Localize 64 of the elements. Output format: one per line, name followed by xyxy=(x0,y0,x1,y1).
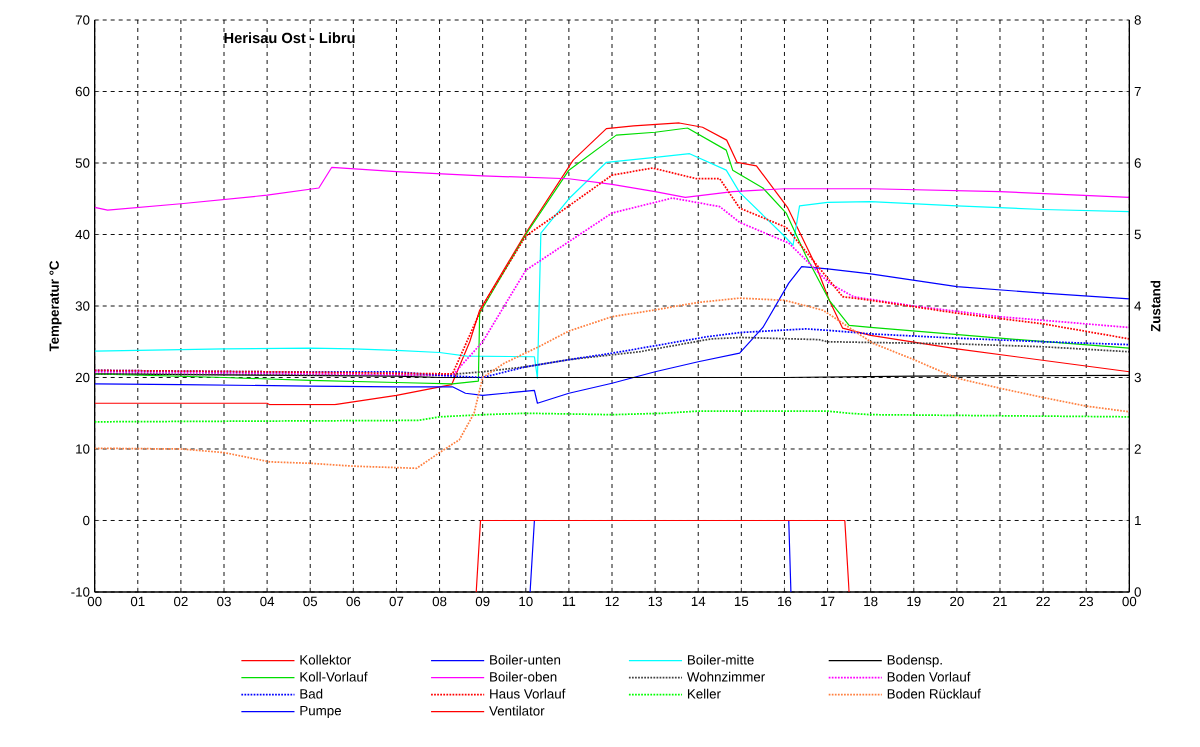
legend-label: Boiler-mitte xyxy=(687,654,754,665)
legend-label: Boiler-oben xyxy=(490,671,557,682)
x-tick-label: 03 xyxy=(217,596,231,607)
y2-tick-label: 4 xyxy=(1134,301,1142,311)
y2-tick-label: 3 xyxy=(1134,372,1141,383)
x-tick-label: 16 xyxy=(778,596,792,607)
y2-axis-title: Zustand xyxy=(1150,281,1161,332)
legend-label: Koll-Vorlauf xyxy=(300,671,368,682)
x-tick-label: 23 xyxy=(1079,596,1094,607)
legend-label: Keller xyxy=(687,688,721,699)
x-tick-label: 00 xyxy=(1122,596,1137,607)
y-tick-label: 10 xyxy=(76,444,90,454)
legend-label: Haus Vorlauf xyxy=(490,688,566,699)
y-tick-label: 40 xyxy=(75,229,90,240)
legend-label: Boden Rücklauf xyxy=(887,688,981,699)
y2-tick-label: 6 xyxy=(1134,158,1141,168)
x-tick-label: 21 xyxy=(993,596,1007,607)
y-tick-label: 0 xyxy=(83,515,90,526)
x-tick-label: 09 xyxy=(475,596,490,607)
y-axis-title: Temperatur °C xyxy=(49,261,62,352)
x-tick-label: 14 xyxy=(691,596,706,607)
x-tick-label: 06 xyxy=(346,596,361,607)
x-tick-label: 01 xyxy=(130,596,145,607)
x-tick-label: 11 xyxy=(563,596,576,607)
y-tick-label: 70 xyxy=(75,15,90,25)
x-tick-label: 04 xyxy=(260,596,275,607)
legend-label: Ventilator xyxy=(489,705,545,716)
x-tick-label: 20 xyxy=(950,596,964,607)
x-tick-label: 10 xyxy=(519,596,533,607)
y2-tick-label: 1 xyxy=(1135,516,1141,526)
line-series xyxy=(94,266,1130,405)
x-tick-label: 17 xyxy=(821,596,835,607)
y2-tick-label: 5 xyxy=(1134,230,1141,240)
legend-label: Pumpe xyxy=(300,706,341,719)
legend-label: Boden Vorlauf xyxy=(887,671,971,682)
y2-tick-label: 8 xyxy=(1134,15,1141,25)
x-tick-label: 19 xyxy=(907,596,921,607)
legend-label: Bodensp. xyxy=(887,654,942,668)
line-series xyxy=(94,410,1130,423)
x-tick-label: 02 xyxy=(174,596,188,607)
legend-label: Bad xyxy=(300,688,323,699)
y-tick-label: 30 xyxy=(75,301,90,311)
y2-tick-label: 0 xyxy=(1134,587,1141,597)
legend-label: Wohnzimmer xyxy=(686,671,765,682)
x-tick-label: 18 xyxy=(864,596,878,607)
line-series xyxy=(94,297,1130,470)
line-series xyxy=(94,336,1130,377)
y2-tick-label: 7 xyxy=(1134,87,1141,97)
x-tick-label: 22 xyxy=(1036,596,1050,607)
y2-tick-label: 2 xyxy=(1134,444,1141,454)
y-tick-label: 60 xyxy=(75,86,90,97)
x-tick-label: 08 xyxy=(432,596,447,607)
x-tick-label: 07 xyxy=(389,596,404,607)
y-tick-label: -10 xyxy=(71,587,90,597)
legend-label: Kollektor xyxy=(300,654,351,665)
x-tick-label: 15 xyxy=(734,596,749,607)
y-tick-label: 20 xyxy=(75,372,90,383)
x-tick-label: 00 xyxy=(87,596,102,607)
text: Herisau Ost - Libru xyxy=(224,32,355,44)
y-tick-label: 50 xyxy=(75,158,90,168)
x-tick-label: 13 xyxy=(648,596,662,607)
legend-label: Boiler-unten xyxy=(490,654,561,665)
x-tick-label: 05 xyxy=(303,596,318,607)
x-tick-label: 12 xyxy=(605,596,619,607)
